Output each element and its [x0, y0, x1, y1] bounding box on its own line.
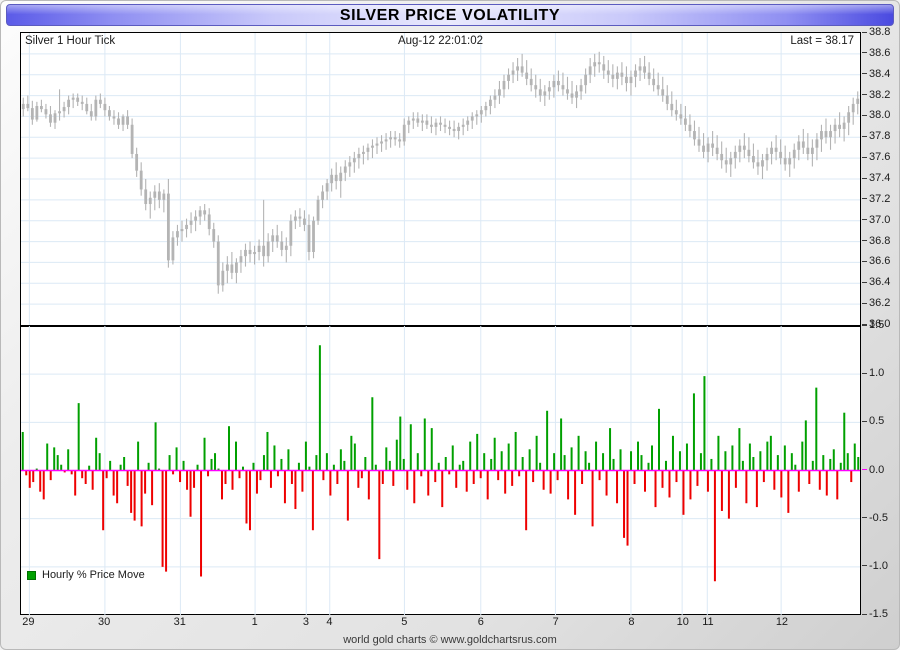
- tick-mark-icon: [862, 613, 867, 615]
- tick-mark-icon: [862, 31, 867, 33]
- x-axis-tick-label: 31: [173, 616, 186, 628]
- tick-mark-icon: [862, 73, 867, 75]
- x-axis-tick-label: 30: [97, 616, 111, 628]
- tick-mark-icon: [862, 94, 867, 96]
- y-axis-tick-label: 38.4: [869, 67, 891, 80]
- y-axis-tick: 38.2: [862, 89, 890, 101]
- legend-swatch-icon: [27, 570, 36, 580]
- y-axis-tick-label: 37.8: [869, 130, 891, 143]
- y-axis-tick: 1.0: [862, 367, 884, 379]
- x-axis-labels: 29 30 31 1 3 4 5 6 7 8 10 11 12: [20, 616, 861, 632]
- tick-mark-icon: [862, 261, 867, 263]
- price-chart-svg: [21, 33, 860, 325]
- y-axis-tick-label: -1.5: [869, 608, 888, 620]
- y-axis-tick: 38.8: [862, 26, 890, 38]
- chart-region: Silver 1 Hour Tick Aug-12 22:01:02 Last …: [6, 26, 894, 646]
- y-axis-tick: 36.0: [862, 318, 890, 330]
- y-axis-tick-label: 38.6: [869, 46, 891, 59]
- y-axis-tick: 38.6: [862, 47, 890, 59]
- chart-series-label: Silver 1 Hour Tick: [25, 35, 116, 47]
- y-axis-tick: 36.6: [862, 255, 890, 267]
- y-axis-tick-label: 37.2: [869, 192, 891, 205]
- x-axis-tick-label: 6: [477, 616, 484, 628]
- tick-mark-icon: [862, 135, 867, 137]
- tick-mark-icon: [862, 565, 867, 567]
- y-axis-tick-label: 38.0: [869, 109, 891, 122]
- tick-mark-icon: [862, 517, 867, 519]
- y-axis-tick-label: 1.0: [869, 367, 885, 380]
- x-axis-tick-label: 7: [552, 616, 559, 628]
- y-axis-tick: 0.5: [862, 415, 884, 427]
- plot-area[interactable]: Silver 1 Hour Tick Aug-12 22:01:02 Last …: [20, 32, 861, 615]
- y-axis-tick: 37.2: [862, 193, 890, 205]
- y-axis-tick-label: 36.8: [869, 234, 891, 247]
- volatility-panel: [21, 326, 860, 615]
- y-axis-tick-label: -1.0: [869, 559, 888, 572]
- tick-mark-icon: [862, 469, 867, 471]
- chart-timestamp: Aug-12 22:01:02: [397, 35, 484, 47]
- tick-mark-icon: [862, 324, 867, 326]
- y-axis-tick-label: -0.5: [869, 511, 888, 524]
- x-axis-tick-label: 3: [302, 616, 309, 628]
- y-axis-tick-label: 0.5: [869, 415, 885, 428]
- y-axis-tick: 37.6: [862, 151, 890, 163]
- x-axis-tick-label: 8: [628, 616, 635, 628]
- tick-mark-icon: [862, 177, 867, 179]
- y-axis-tick: 37.4: [862, 172, 890, 184]
- volatility-chart-svg: [21, 326, 860, 615]
- y-axis-tick-label: 37.0: [869, 213, 891, 226]
- y-axis-tick-label: 36.0: [869, 318, 891, 330]
- panel-divider: [21, 325, 860, 327]
- y-axis-tick: 38.4: [862, 68, 890, 80]
- y-axis-labels: 38.8 38.6 38.4 38.2 38.0 37.8 37.6 37.4 37.2 37.0…: [862, 26, 894, 644]
- y-axis-tick-label: 36.6: [869, 255, 891, 268]
- y-axis-tick: 36.4: [862, 276, 890, 288]
- chart-last-price: Last = 38.17: [790, 35, 854, 47]
- y-axis-tick: -1.5: [862, 608, 888, 620]
- tick-mark-icon: [862, 52, 867, 54]
- y-axis-tick: -1.0: [862, 560, 888, 572]
- y-axis-tick-label: 37.4: [869, 172, 891, 184]
- tick-mark-icon: [862, 198, 867, 200]
- window-title: SILVER PRICE VOLATILITY: [339, 7, 561, 24]
- x-axis-tick-label: 10: [676, 616, 689, 628]
- y-axis-tick-label: 1.5: [869, 319, 885, 331]
- x-axis-tick-label: 11: [702, 616, 714, 628]
- tick-mark-icon: [862, 219, 867, 221]
- y-axis-tick-label: 37.6: [869, 151, 891, 164]
- y-axis-tick: 36.8: [862, 235, 890, 247]
- x-axis-tick-label: 4: [326, 616, 333, 628]
- tick-mark-icon: [862, 323, 867, 325]
- tick-mark-icon: [862, 302, 867, 304]
- tick-mark-icon: [862, 115, 867, 117]
- y-axis-tick-label: 38.8: [869, 26, 891, 38]
- y-axis-tick: 36.2: [862, 297, 890, 309]
- price-panel: [21, 33, 860, 325]
- tick-mark-icon: [862, 281, 867, 283]
- legend-label: Hourly % Price Move: [42, 569, 145, 581]
- tick-mark-icon: [862, 420, 867, 422]
- y-axis-tick: 38.0: [862, 109, 890, 121]
- title-bar: SILVER PRICE VOLATILITY: [6, 4, 894, 26]
- y-axis-tick-label: 0.0: [869, 463, 885, 476]
- legend: Hourly % Price Move: [27, 569, 145, 581]
- y-axis-tick: -0.5: [862, 512, 888, 524]
- footer-credit: world gold charts © www.goldchartsrus.co…: [343, 634, 557, 646]
- y-axis-tick-label: 36.4: [869, 276, 891, 289]
- y-axis-tick: 37.8: [862, 130, 890, 142]
- x-axis-tick-label: 1: [251, 616, 258, 628]
- y-axis-tick-label: 36.2: [869, 297, 891, 310]
- x-axis-tick-label: 12: [775, 616, 789, 628]
- y-axis-tick-label: 38.2: [869, 88, 891, 101]
- y-axis-tick: 0.0: [862, 464, 884, 476]
- tick-mark-icon: [862, 372, 867, 374]
- x-axis-tick-label: 5: [401, 616, 408, 628]
- y-axis-tick: 37.0: [862, 214, 890, 226]
- x-axis-tick-label: 29: [22, 616, 35, 628]
- tick-mark-icon: [862, 240, 867, 242]
- y-axis-tick: 1.5: [862, 319, 884, 331]
- tick-mark-icon: [862, 156, 867, 158]
